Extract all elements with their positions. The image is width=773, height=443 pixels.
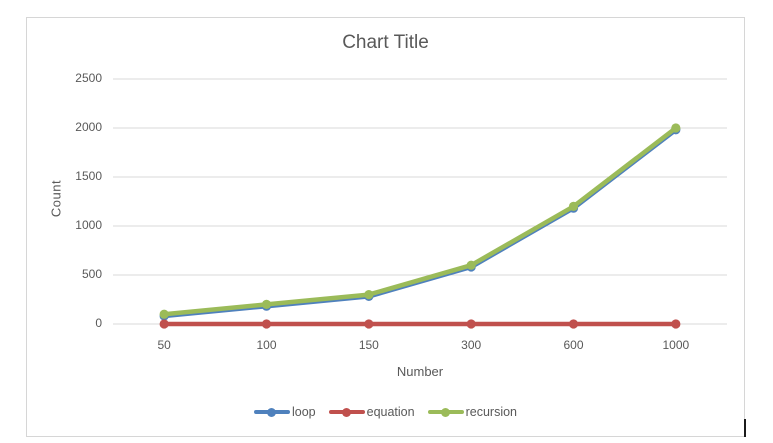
- legend-label: recursion: [465, 404, 518, 419]
- series-marker-equation: [466, 319, 476, 329]
- series-marker-equation: [159, 319, 169, 329]
- legend-item-loop[interactable]: loop: [253, 404, 316, 419]
- x-axis-tick-label: 100: [256, 338, 277, 352]
- x-axis-tick-label: 150: [358, 338, 379, 352]
- series-marker-equation: [568, 319, 579, 329]
- legend-dot-swatch: [341, 407, 351, 417]
- series-marker-equation: [261, 319, 272, 329]
- legend-dot-swatch: [266, 407, 276, 417]
- series-line-loop: [161, 127, 679, 319]
- series-marker-recursion: [364, 290, 374, 300]
- legend-marker-equation: [328, 407, 365, 418]
- y-axis-tick-label: 2000: [75, 120, 102, 134]
- y-axis-tick-label: 1000: [75, 218, 102, 232]
- y-axis-tick-label: 500: [81, 267, 102, 281]
- legend: loop equation recursion: [26, 403, 745, 421]
- series-marker-recursion: [466, 260, 476, 270]
- legend-dot-swatch: [440, 407, 450, 417]
- text-cursor-artifact: [744, 419, 746, 437]
- series-marker-equation: [671, 319, 681, 329]
- y-axis-tick-label: 0: [95, 316, 102, 330]
- x-axis-tick-label: 1000: [662, 338, 690, 352]
- x-axis-tick-label: 50: [157, 338, 171, 352]
- legend-label: loop: [291, 404, 316, 419]
- x-axis-tick-label: 300: [461, 338, 482, 352]
- x-axis-tick-label: 600: [563, 338, 584, 352]
- series-marker-recursion: [261, 299, 272, 309]
- y-axis-tick-label: 1500: [75, 169, 102, 183]
- series-marker-recursion: [671, 123, 681, 133]
- series-marker-recursion: [159, 309, 169, 319]
- y-axis-title: Count: [48, 179, 64, 218]
- series-line-recursion: [161, 125, 679, 317]
- series-marker-recursion: [568, 201, 579, 211]
- chart-area[interactable]: [26, 17, 745, 437]
- y-axis-tick-label: 2500: [75, 71, 102, 85]
- chart-title: Chart Title: [342, 32, 429, 53]
- legend-marker-loop: [253, 407, 290, 418]
- legend-label: equation: [366, 404, 415, 419]
- series-marker-equation: [364, 319, 374, 329]
- legend-item-equation[interactable]: equation: [328, 404, 415, 419]
- legend-item-recursion[interactable]: recursion: [427, 404, 518, 419]
- x-axis-title: Number: [396, 364, 444, 379]
- legend-marker-recursion: [427, 407, 464, 418]
